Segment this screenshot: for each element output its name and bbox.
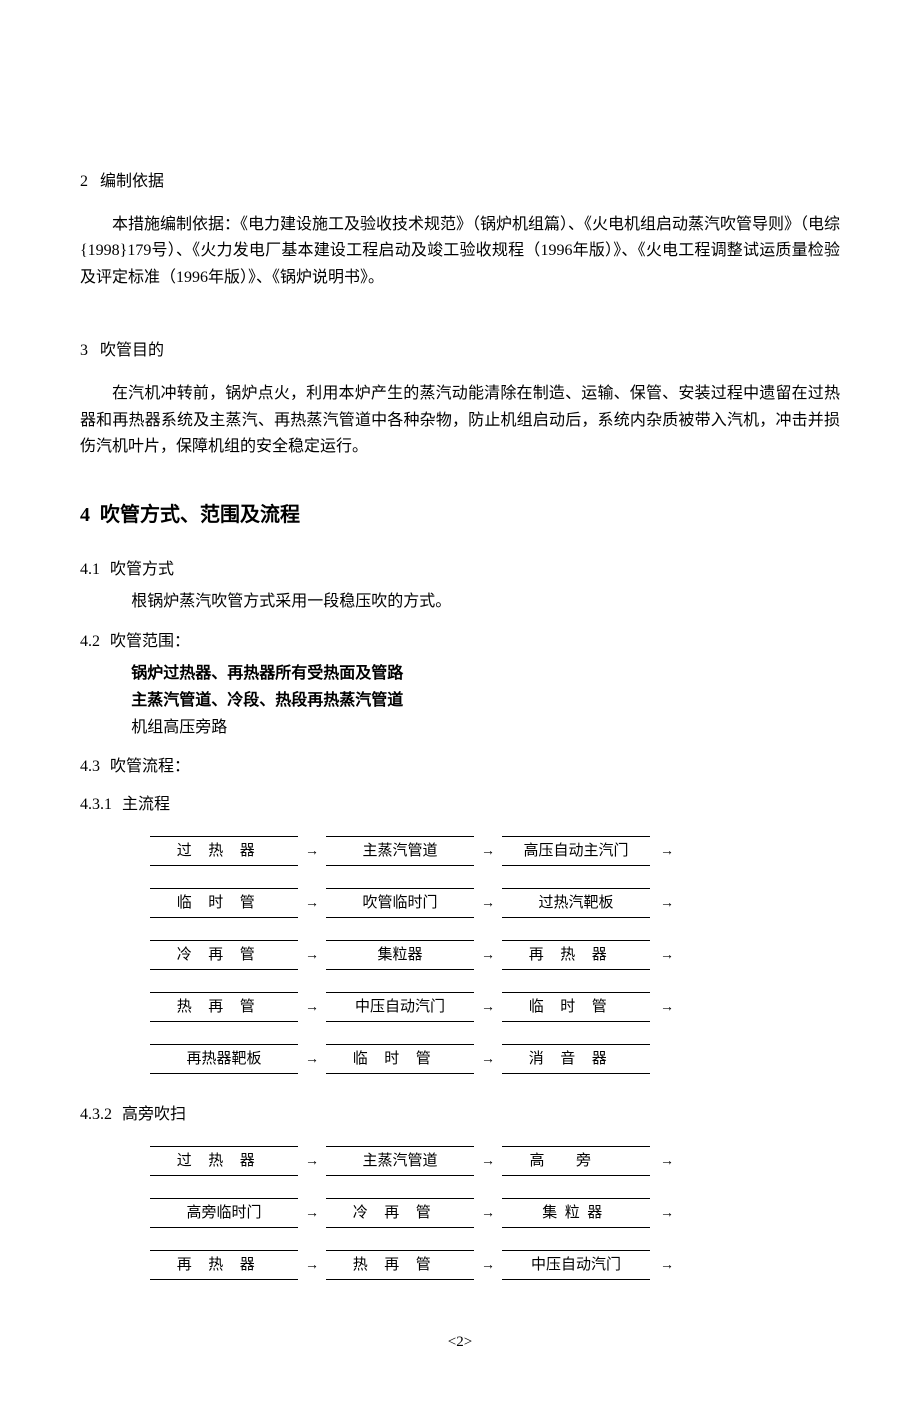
flow-box: 消音器 bbox=[502, 1044, 650, 1074]
flow-row: 再热器靶板→临时管→消音器 bbox=[150, 1043, 840, 1075]
section2-number: 2 bbox=[80, 170, 88, 194]
sub42-number: 4.2 bbox=[80, 630, 100, 654]
arrow-icon: → bbox=[298, 1151, 326, 1172]
sub41-text: 根锅炉蒸汽吹管方式采用一段稳压吹的方式。 bbox=[131, 588, 840, 615]
flow-box: 集粒器 bbox=[502, 1198, 650, 1228]
arrow-icon: → bbox=[298, 997, 326, 1018]
arrow-icon: → bbox=[474, 997, 502, 1018]
arrow-icon: → bbox=[650, 893, 678, 914]
subsection-4-2: 4.2 吹管范围： bbox=[80, 630, 840, 654]
subsection-4-3: 4.3 吹管流程： bbox=[80, 755, 840, 779]
arrow-icon: → bbox=[650, 1151, 678, 1172]
flow-box: 集粒器 bbox=[326, 940, 474, 970]
section2-paragraph: 本措施编制依据：《电力建设施工及验收技术规范》（锅炉机组篇）、《火电机组启动蒸汽… bbox=[80, 212, 840, 291]
arrow-icon: → bbox=[298, 841, 326, 862]
flow-box: 临时管 bbox=[502, 992, 650, 1022]
sub43-title: 吹管流程： bbox=[110, 758, 190, 775]
section3-number: 3 bbox=[80, 339, 88, 363]
flow-box: 冷再管 bbox=[326, 1198, 474, 1228]
arrow-icon: → bbox=[650, 1255, 678, 1276]
flow-box: 主蒸汽管道 bbox=[326, 1146, 474, 1176]
flow-box: 过热汽靶板 bbox=[502, 888, 650, 918]
section2-title: 编制依据 bbox=[100, 173, 164, 190]
sub42-title: 吹管范围： bbox=[110, 633, 190, 650]
arrow-icon: → bbox=[650, 997, 678, 1018]
arrow-icon: → bbox=[474, 945, 502, 966]
flow-row: 高旁临时门→冷再管→集粒器→ bbox=[150, 1197, 840, 1229]
flow-box: 吹管临时门 bbox=[326, 888, 474, 918]
flow-box: 高压自动主汽门 bbox=[502, 836, 650, 866]
section3-heading: 3 吹管目的 bbox=[80, 339, 840, 363]
subsubsection-4-3-2: 4.3.2 高旁吹扫 bbox=[80, 1103, 840, 1127]
sub43-number: 4.3 bbox=[80, 755, 100, 779]
flow-box: 再热器 bbox=[502, 940, 650, 970]
arrow-icon: → bbox=[474, 1255, 502, 1276]
arrow-icon: → bbox=[298, 1049, 326, 1070]
section3-title: 吹管目的 bbox=[100, 342, 164, 359]
section2-heading: 2 编制依据 bbox=[80, 170, 840, 194]
flow-box: 过热器 bbox=[150, 1146, 298, 1176]
arrow-icon: → bbox=[298, 893, 326, 914]
flow-row: 过热器→主蒸汽管道→高旁→ bbox=[150, 1145, 840, 1177]
arrow-icon: → bbox=[474, 893, 502, 914]
flow-box: 热再管 bbox=[326, 1250, 474, 1280]
page-number: <2> bbox=[80, 1331, 840, 1354]
section3-paragraph: 在汽机冲转前，锅炉点火，利用本炉产生的蒸汽动能清除在制造、运输、保管、安装过程中… bbox=[80, 381, 840, 460]
sub431-number: 4.3.1 bbox=[80, 793, 112, 817]
sub42-line3: 机组高压旁路 bbox=[131, 714, 840, 741]
flow-row: 再热器→热再管→中压自动汽门→ bbox=[150, 1249, 840, 1281]
arrow-icon: → bbox=[650, 945, 678, 966]
flow-box: 中压自动汽门 bbox=[502, 1250, 650, 1280]
flow-box: 热再管 bbox=[150, 992, 298, 1022]
subsection-4-1: 4.1 吹管方式 bbox=[80, 558, 840, 582]
arrow-icon: → bbox=[474, 1151, 502, 1172]
arrow-icon: → bbox=[650, 841, 678, 862]
flow-box: 再热器靶板 bbox=[150, 1044, 298, 1074]
flow-row: 临时管→吹管临时门→过热汽靶板→ bbox=[150, 887, 840, 919]
sub42-line1: 锅炉过热器、再热器所有受热面及管路 bbox=[131, 660, 840, 687]
sub42-line2: 主蒸汽管道、冷段、热段再热蒸汽管道 bbox=[131, 687, 840, 714]
arrow-icon: → bbox=[474, 1203, 502, 1224]
flow-box: 高旁 bbox=[502, 1146, 650, 1176]
flow-box: 临时管 bbox=[326, 1044, 474, 1074]
sub41-number: 4.1 bbox=[80, 558, 100, 582]
section4-heading: 4 吹管方式、范围及流程 bbox=[80, 500, 840, 530]
flow-diagram-main: 过热器→主蒸汽管道→高压自动主汽门→临时管→吹管临时门→过热汽靶板→冷再管→集粒… bbox=[150, 835, 840, 1075]
arrow-icon: → bbox=[298, 1203, 326, 1224]
section4-number: 4 bbox=[80, 500, 90, 530]
arrow-icon: → bbox=[474, 841, 502, 862]
arrow-icon: → bbox=[650, 1203, 678, 1224]
section4-title: 吹管方式、范围及流程 bbox=[100, 504, 300, 526]
arrow-icon: → bbox=[298, 1255, 326, 1276]
flow-row: 热再管→中压自动汽门→临时管→ bbox=[150, 991, 840, 1023]
arrow-icon: → bbox=[474, 1049, 502, 1070]
flow-row: 冷再管→集粒器→再热器→ bbox=[150, 939, 840, 971]
flow-box: 临时管 bbox=[150, 888, 298, 918]
sub42-lines: 锅炉过热器、再热器所有受热面及管路 主蒸汽管道、冷段、热段再热蒸汽管道 机组高压… bbox=[131, 660, 840, 742]
flow-box: 中压自动汽门 bbox=[326, 992, 474, 1022]
arrow-icon: → bbox=[298, 945, 326, 966]
flow-box: 主蒸汽管道 bbox=[326, 836, 474, 866]
flow-box: 冷再管 bbox=[150, 940, 298, 970]
flow-diagram-bypass: 过热器→主蒸汽管道→高旁→高旁临时门→冷再管→集粒器→再热器→热再管→中压自动汽… bbox=[150, 1145, 840, 1281]
flow-row: 过热器→主蒸汽管道→高压自动主汽门→ bbox=[150, 835, 840, 867]
sub41-title: 吹管方式 bbox=[110, 561, 174, 578]
subsubsection-4-3-1: 4.3.1 主流程 bbox=[80, 793, 840, 817]
sub431-title: 主流程 bbox=[122, 796, 170, 813]
sub432-number: 4.3.2 bbox=[80, 1103, 112, 1127]
sub432-title: 高旁吹扫 bbox=[122, 1106, 186, 1123]
flow-box: 高旁临时门 bbox=[150, 1198, 298, 1228]
flow-box: 再热器 bbox=[150, 1250, 298, 1280]
flow-box: 过热器 bbox=[150, 836, 298, 866]
